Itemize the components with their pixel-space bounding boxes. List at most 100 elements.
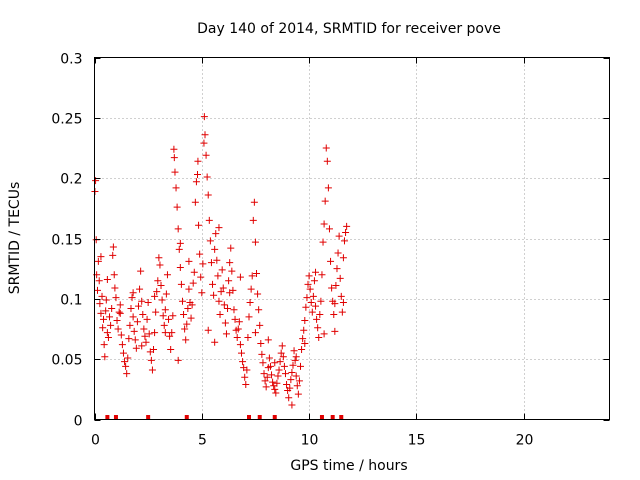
data-point (292, 353, 300, 361)
data-point (199, 260, 207, 268)
data-point (177, 280, 185, 288)
data-point (258, 350, 266, 358)
data-point (159, 312, 167, 320)
data-point (106, 313, 114, 321)
x-axis-label: GPS time / hours (290, 458, 407, 474)
data-point (259, 359, 267, 367)
chart-title: Day 140 of 2014, SRMTID for receiver pov… (197, 21, 501, 37)
data-point (108, 304, 116, 312)
data-point (156, 261, 164, 269)
data-point (141, 332, 149, 340)
data-point (95, 277, 103, 285)
data-point (204, 191, 212, 199)
data-point (221, 319, 229, 327)
rug-mark (105, 415, 110, 420)
data-point (188, 301, 196, 309)
data-point (138, 342, 146, 350)
data-point (236, 341, 244, 349)
data-point (325, 225, 333, 233)
data-point (243, 366, 251, 374)
data-point (288, 401, 296, 409)
data-point (194, 171, 201, 179)
data-point (253, 269, 261, 277)
rug-mark (272, 415, 277, 420)
data-point (196, 250, 204, 258)
data-point (305, 272, 313, 280)
data-point (337, 292, 345, 300)
data-point (178, 297, 186, 305)
data-point (170, 154, 178, 162)
data-point (202, 151, 210, 159)
data-point (261, 377, 269, 385)
data-point (194, 157, 202, 165)
data-point (300, 326, 308, 334)
data-point (234, 325, 242, 333)
data-point (140, 325, 148, 333)
data-point (187, 314, 195, 322)
data-point (251, 329, 259, 337)
data-point (333, 265, 341, 273)
data-point (245, 313, 253, 321)
data-point (153, 288, 161, 296)
x-tick-label: 0 (91, 433, 100, 449)
plot-frame (94, 57, 610, 420)
data-point (123, 370, 131, 378)
data-point (295, 377, 303, 385)
data-point (155, 254, 163, 262)
data-point (342, 228, 350, 236)
data-point (165, 315, 173, 323)
data-point (214, 272, 222, 280)
data-point (306, 285, 314, 293)
data-point (170, 145, 178, 153)
data-point (104, 333, 112, 341)
data-point (172, 184, 180, 192)
data-point (265, 354, 273, 362)
data-point (338, 308, 346, 316)
data-point (182, 336, 190, 344)
x-tick-labels: 0 5 10 15 20 (91, 433, 533, 449)
data-point (167, 346, 175, 354)
data-point (271, 359, 279, 367)
data-point (297, 362, 304, 370)
data-point (319, 238, 327, 246)
data-point (298, 346, 306, 354)
data-point (309, 292, 317, 300)
data-point (315, 333, 323, 341)
data-point (230, 306, 238, 314)
data-point (339, 254, 347, 262)
data-point (241, 373, 249, 381)
data-point (115, 308, 123, 316)
data-point (126, 321, 134, 329)
data-point (323, 157, 331, 165)
data-point (281, 370, 289, 378)
y-axis-label: SRMTID / TECUs (7, 182, 23, 295)
data-point (101, 353, 109, 361)
rug-mark (247, 415, 251, 420)
data-point (118, 341, 126, 349)
data-point (129, 313, 137, 321)
x-tick-label: 5 (198, 433, 207, 449)
data-point (239, 358, 247, 366)
data-point (277, 349, 285, 357)
data-point (251, 238, 259, 246)
data-point (98, 292, 106, 300)
rug-mark (146, 415, 151, 420)
data-point (169, 312, 177, 320)
data-point (97, 253, 105, 261)
data-point (331, 300, 339, 308)
data-point (181, 325, 189, 333)
data-point (291, 356, 299, 364)
data-point (288, 368, 296, 376)
rug-mark (113, 415, 118, 420)
data-point (204, 326, 212, 334)
data-point (233, 333, 241, 341)
data-point (256, 321, 264, 329)
y-tick-label: 0.2 (60, 172, 82, 188)
data-point (215, 297, 223, 305)
data-point (173, 203, 181, 211)
data-point (215, 224, 223, 232)
data-point (151, 292, 159, 300)
y-tick-label: 0.3 (60, 52, 82, 68)
data-point (334, 249, 342, 257)
